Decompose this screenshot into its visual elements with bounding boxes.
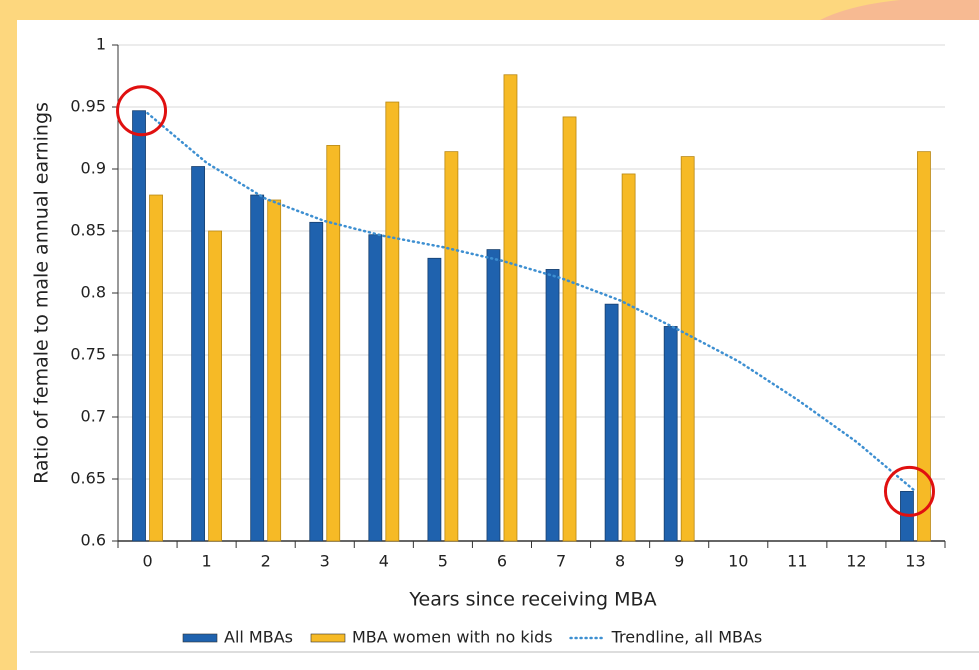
- y-axis-title: Ratio of female to male annual earnings: [31, 102, 53, 484]
- bar: [503, 74, 518, 542]
- highlight-circle: [116, 85, 168, 137]
- bar: [917, 151, 931, 542]
- y-tick-label: 0.6: [81, 531, 106, 550]
- y-tick-label: 0.65: [70, 469, 106, 488]
- x-tick-label: 5: [438, 552, 448, 571]
- bar: [680, 156, 695, 542]
- bar: [444, 151, 459, 542]
- bar: [545, 269, 560, 542]
- y-tick-label: 0.9: [81, 159, 106, 178]
- bar: [385, 101, 400, 542]
- x-tick-label: 2: [261, 552, 271, 571]
- x-axis-title: Years since receiving MBA: [408, 589, 656, 611]
- legend-label: Trendline, all MBAs: [611, 628, 763, 647]
- y-tick-label: 1: [96, 35, 106, 54]
- bar: [604, 303, 619, 542]
- bar: [621, 173, 636, 542]
- legend-swatch: [310, 633, 346, 643]
- bar: [149, 194, 163, 542]
- bar: [562, 116, 577, 542]
- bar: [250, 194, 265, 542]
- x-tick-label: 8: [615, 552, 625, 571]
- x-tick-label: 10: [728, 552, 748, 571]
- highlight-circle: [883, 465, 935, 517]
- trendline: [146, 111, 917, 493]
- bar: [663, 326, 678, 542]
- x-tick-label: 0: [142, 552, 152, 571]
- y-tick-label: 0.85: [70, 221, 106, 240]
- x-tick-label: 13: [905, 552, 925, 571]
- y-tick-label: 0.8: [81, 283, 106, 302]
- x-tick-label: 3: [320, 552, 330, 571]
- x-tick-label: 7: [556, 552, 566, 571]
- bar: [427, 257, 442, 542]
- x-tick-label: 4: [379, 552, 389, 571]
- bar: [368, 234, 383, 542]
- x-tick-label: 9: [674, 552, 684, 571]
- bar: [326, 145, 341, 542]
- legend-label: All MBAs: [224, 628, 293, 647]
- y-tick-label: 0.75: [70, 345, 106, 364]
- bar: [208, 230, 223, 542]
- y-tick-label: 0.95: [70, 97, 106, 116]
- x-tick-label: 12: [846, 552, 866, 571]
- bar: [132, 110, 146, 542]
- bar: [309, 221, 324, 542]
- decoration: [820, 0, 979, 20]
- y-tick-label: 0.7: [81, 407, 106, 426]
- legend-label: MBA women with no kids: [352, 628, 553, 647]
- bar: [267, 199, 282, 542]
- x-tick-label: 6: [497, 552, 507, 571]
- legend-swatch: [182, 633, 218, 643]
- x-tick-label: 11: [787, 552, 807, 571]
- bar: [486, 249, 501, 542]
- bar: [191, 166, 206, 542]
- x-tick-label: 1: [202, 552, 212, 571]
